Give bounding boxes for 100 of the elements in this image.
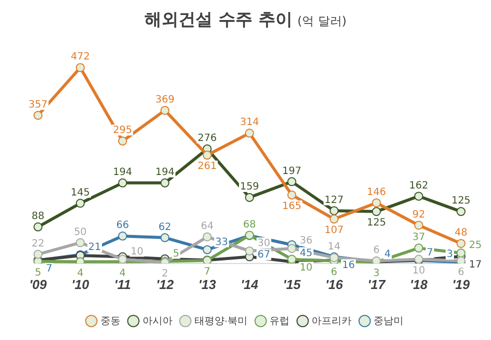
legend-label: 아프리카	[312, 316, 352, 327]
data-label: 194	[113, 167, 132, 178]
data-label: 7	[426, 248, 434, 259]
point	[202, 150, 212, 160]
data-label: 36	[300, 236, 313, 247]
data-label: 3	[373, 268, 380, 280]
data-label: 10	[300, 262, 313, 274]
point	[34, 222, 42, 232]
x-tick-label: '13	[198, 276, 217, 292]
data-label: 10	[412, 265, 426, 276]
data-label: 50	[74, 226, 87, 238]
point	[76, 63, 85, 72]
point	[414, 220, 424, 230]
point	[372, 207, 381, 216]
data-label: 472	[70, 52, 90, 63]
legend-label: 태평양·북미	[194, 316, 248, 327]
x-tick-label: '18	[410, 276, 428, 292]
point	[160, 178, 170, 188]
point	[118, 136, 128, 146]
data-label: 125	[366, 218, 386, 229]
point	[160, 106, 170, 115]
data-label: 276	[198, 133, 217, 144]
point	[330, 214, 339, 224]
data-label: 369	[155, 94, 174, 106]
data-label: 4	[77, 268, 84, 279]
point	[245, 128, 254, 138]
data-label: 25	[468, 240, 482, 252]
point	[287, 190, 296, 200]
data-label: 159	[240, 182, 260, 193]
data-label: 7	[204, 266, 210, 278]
legend-label: 아시아	[142, 316, 172, 327]
point	[287, 254, 296, 264]
point	[414, 192, 424, 201]
point	[456, 238, 466, 248]
data-label: 14	[328, 242, 340, 253]
x-tick-label: '16	[325, 276, 344, 292]
x-tick-label: '14	[240, 276, 260, 292]
data-label: 7	[46, 264, 52, 275]
data-label: 30	[257, 238, 270, 250]
chart-title: 해외건설 수주 추이	[144, 10, 292, 30]
legend-label: 중남미	[374, 316, 404, 327]
point	[456, 207, 466, 216]
point	[76, 238, 85, 248]
data-label: 314	[240, 117, 260, 128]
point	[202, 245, 212, 254]
point	[414, 244, 424, 253]
data-label: 4	[119, 268, 126, 279]
x-tick-label: '11	[114, 276, 131, 292]
data-label: 5	[172, 248, 180, 260]
data-label: 45	[300, 248, 313, 259]
chart-subtitle: (억 달러)	[297, 14, 347, 28]
data-label: 6	[330, 267, 338, 278]
point	[287, 244, 296, 253]
data-label: 33	[215, 236, 228, 248]
point	[202, 232, 212, 242]
data-label: 295	[113, 125, 132, 136]
data-label: 6	[373, 245, 380, 256]
data-label: 48	[454, 228, 468, 239]
data-label: 67	[257, 250, 270, 261]
data-label: 88	[32, 210, 44, 222]
data-label: 92	[412, 209, 426, 220]
data-label: 357	[28, 99, 48, 110]
point	[118, 178, 128, 188]
data-label: 6	[458, 267, 464, 278]
x-tick-label: '15	[283, 276, 302, 292]
point	[34, 250, 42, 259]
point	[160, 233, 170, 242]
data-label: 3	[446, 249, 454, 260]
point	[245, 192, 254, 202]
point	[245, 246, 254, 256]
data-label: 165	[282, 201, 302, 212]
data-label: 62	[158, 222, 172, 233]
data-label: 16	[342, 260, 355, 271]
x-tick-label: '10	[72, 276, 90, 292]
data-label: 197	[282, 166, 302, 177]
point	[118, 232, 128, 241]
point	[456, 248, 466, 258]
point	[330, 206, 339, 216]
x-tick-label: '19	[452, 276, 471, 292]
legend-label: 유럽	[270, 316, 290, 327]
point	[34, 110, 42, 120]
data-label: 68	[243, 219, 256, 230]
data-label: 145	[70, 187, 90, 198]
data-label: 125	[451, 196, 471, 207]
data-label: 5	[34, 267, 42, 278]
data-label: 162	[409, 180, 428, 192]
point	[372, 198, 381, 208]
data-label: 4	[384, 248, 391, 260]
point	[287, 177, 296, 186]
data-label: 127	[324, 194, 344, 206]
data-label: 37	[412, 232, 426, 244]
data-label: 10	[130, 246, 144, 258]
data-label: 261	[198, 161, 217, 172]
data-label: 66	[116, 220, 129, 232]
x-tick-label: '17	[368, 276, 386, 292]
legend-label: 중동	[100, 316, 120, 327]
point	[76, 198, 85, 208]
data-label: 64	[200, 220, 214, 232]
data-label: 22	[32, 238, 44, 250]
data-label: 146	[366, 186, 386, 198]
